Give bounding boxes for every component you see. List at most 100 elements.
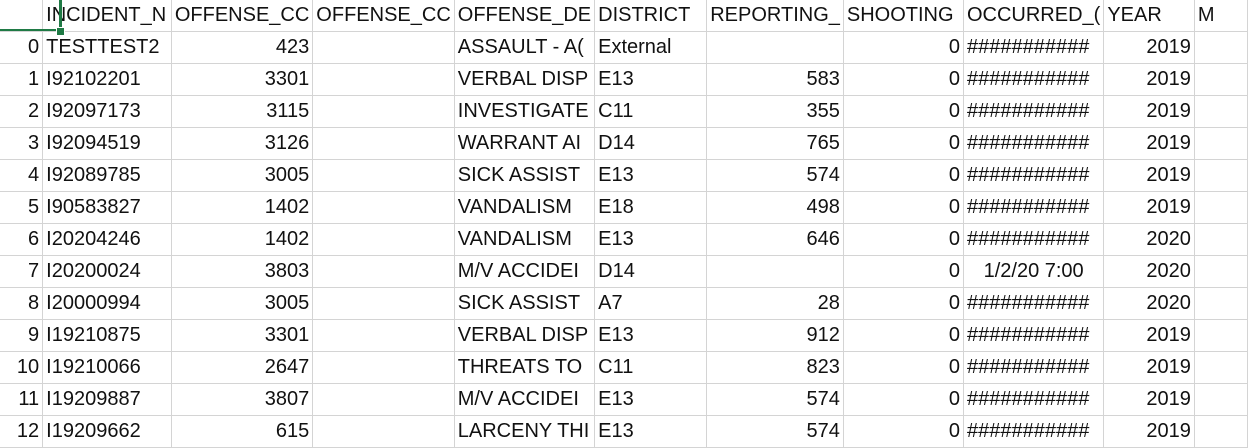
table-cell[interactable] xyxy=(312,383,455,416)
table-cell[interactable]: ########### xyxy=(963,191,1105,224)
header-cell[interactable] xyxy=(0,0,44,32)
table-cell[interactable]: I92094519 xyxy=(42,127,172,160)
table-cell[interactable]: 0 xyxy=(843,415,964,448)
table-cell[interactable]: VERBAL DISP xyxy=(454,63,596,96)
table-cell[interactable]: 498 xyxy=(706,191,844,224)
table-cell[interactable]: 3301 xyxy=(171,319,314,352)
table-cell[interactable]: I19209662 xyxy=(42,415,172,448)
row-index-cell[interactable]: 0 xyxy=(0,31,44,64)
table-cell[interactable]: E13 xyxy=(594,415,708,448)
table-cell[interactable]: ########### xyxy=(963,159,1105,192)
header-cell[interactable]: M xyxy=(1194,0,1248,32)
row-index-cell[interactable]: 5 xyxy=(0,191,44,224)
table-cell[interactable]: 0 xyxy=(843,127,964,160)
table-cell[interactable]: E13 xyxy=(594,319,708,352)
table-cell[interactable]: ASSAULT - A( xyxy=(454,31,596,64)
table-cell[interactable]: I19210066 xyxy=(42,351,172,384)
table-cell[interactable]: 2019 xyxy=(1103,351,1195,384)
header-cell[interactable]: OFFENSE_CC xyxy=(312,0,455,32)
table-cell[interactable]: ########### xyxy=(963,287,1105,320)
table-cell[interactable]: I20200024 xyxy=(42,255,172,288)
table-cell[interactable]: 574 xyxy=(706,159,844,192)
table-cell[interactable]: ########### xyxy=(963,127,1105,160)
table-cell[interactable]: SICK ASSIST xyxy=(454,287,596,320)
table-cell[interactable]: 583 xyxy=(706,63,844,96)
table-cell[interactable] xyxy=(312,95,455,128)
table-cell[interactable]: 2019 xyxy=(1103,319,1195,352)
table-cell[interactable]: 646 xyxy=(706,223,844,256)
header-cell[interactable]: REPORTING_ xyxy=(706,0,844,32)
table-cell[interactable] xyxy=(1194,159,1248,192)
table-cell[interactable]: E13 xyxy=(594,223,708,256)
table-cell[interactable]: 3126 xyxy=(171,127,314,160)
table-cell[interactable]: 3301 xyxy=(171,63,314,96)
table-cell[interactable]: 0 xyxy=(843,31,964,64)
table-cell[interactable] xyxy=(312,159,455,192)
table-cell[interactable]: ########### xyxy=(963,63,1105,96)
table-cell[interactable]: ########### xyxy=(963,223,1105,256)
table-cell[interactable]: 0 xyxy=(843,191,964,224)
table-cell[interactable]: INVESTIGATE xyxy=(454,95,596,128)
table-cell[interactable]: M/V ACCIDEI xyxy=(454,383,596,416)
table-cell[interactable] xyxy=(1194,31,1248,64)
row-index-cell[interactable]: 8 xyxy=(0,287,44,320)
table-cell[interactable] xyxy=(312,351,455,384)
table-cell[interactable]: 0 xyxy=(843,319,964,352)
table-cell[interactable]: A7 xyxy=(594,287,708,320)
table-cell[interactable]: 2019 xyxy=(1103,31,1195,64)
table-cell[interactable]: 2019 xyxy=(1103,127,1195,160)
table-cell[interactable]: 1402 xyxy=(171,191,314,224)
table-cell[interactable]: 355 xyxy=(706,95,844,128)
table-cell[interactable]: E18 xyxy=(594,191,708,224)
table-cell[interactable]: 423 xyxy=(171,31,314,64)
table-cell[interactable]: 3005 xyxy=(171,159,314,192)
row-index-cell[interactable]: 1 xyxy=(0,63,44,96)
table-cell[interactable]: E13 xyxy=(594,159,708,192)
table-cell[interactable] xyxy=(312,63,455,96)
table-cell[interactable]: LARCENY THI xyxy=(454,415,596,448)
table-cell[interactable]: 0 xyxy=(843,287,964,320)
row-index-cell[interactable]: 7 xyxy=(0,255,44,288)
table-cell[interactable]: 2647 xyxy=(171,351,314,384)
table-cell[interactable]: ########### xyxy=(963,415,1105,448)
table-cell[interactable] xyxy=(312,127,455,160)
table-cell[interactable]: External xyxy=(594,31,708,64)
table-cell[interactable]: I19209887 xyxy=(42,383,172,416)
table-cell[interactable]: VANDALISM xyxy=(454,191,596,224)
table-cell[interactable]: 765 xyxy=(706,127,844,160)
table-cell[interactable]: 0 xyxy=(843,223,964,256)
table-cell[interactable]: 2019 xyxy=(1103,383,1195,416)
table-cell[interactable]: 2020 xyxy=(1103,287,1195,320)
table-cell[interactable]: I92097173 xyxy=(42,95,172,128)
table-cell[interactable]: 2019 xyxy=(1103,63,1195,96)
row-index-cell[interactable]: 3 xyxy=(0,127,44,160)
table-cell[interactable]: 574 xyxy=(706,383,844,416)
table-cell[interactable]: D14 xyxy=(594,127,708,160)
table-cell[interactable]: TESTTEST2 xyxy=(42,31,172,64)
table-cell[interactable]: M/V ACCIDEI xyxy=(454,255,596,288)
table-cell[interactable]: 2019 xyxy=(1103,159,1195,192)
table-cell[interactable]: WARRANT AI xyxy=(454,127,596,160)
table-cell[interactable] xyxy=(1194,255,1248,288)
table-cell[interactable]: SICK ASSIST xyxy=(454,159,596,192)
header-cell[interactable]: SHOOTING xyxy=(843,0,964,32)
table-cell[interactable]: 912 xyxy=(706,319,844,352)
table-cell[interactable]: 615 xyxy=(171,415,314,448)
table-cell[interactable]: 2020 xyxy=(1103,255,1195,288)
table-cell[interactable]: 2019 xyxy=(1103,415,1195,448)
table-cell[interactable]: ########### xyxy=(963,383,1105,416)
header-cell[interactable]: INCIDENT_N xyxy=(42,0,172,32)
table-cell[interactable]: ########### xyxy=(963,351,1105,384)
table-cell[interactable] xyxy=(1194,319,1248,352)
table-cell[interactable]: 823 xyxy=(706,351,844,384)
table-cell[interactable]: 1/2/20 7:00 xyxy=(963,255,1105,288)
table-cell[interactable] xyxy=(312,415,455,448)
table-cell[interactable]: I19210875 xyxy=(42,319,172,352)
table-cell[interactable]: 0 xyxy=(843,351,964,384)
table-cell[interactable] xyxy=(312,319,455,352)
table-cell[interactable]: THREATS TO xyxy=(454,351,596,384)
table-cell[interactable] xyxy=(1194,415,1248,448)
table-cell[interactable]: I20000994 xyxy=(42,287,172,320)
row-index-cell[interactable]: 6 xyxy=(0,223,44,256)
table-cell[interactable]: 574 xyxy=(706,415,844,448)
